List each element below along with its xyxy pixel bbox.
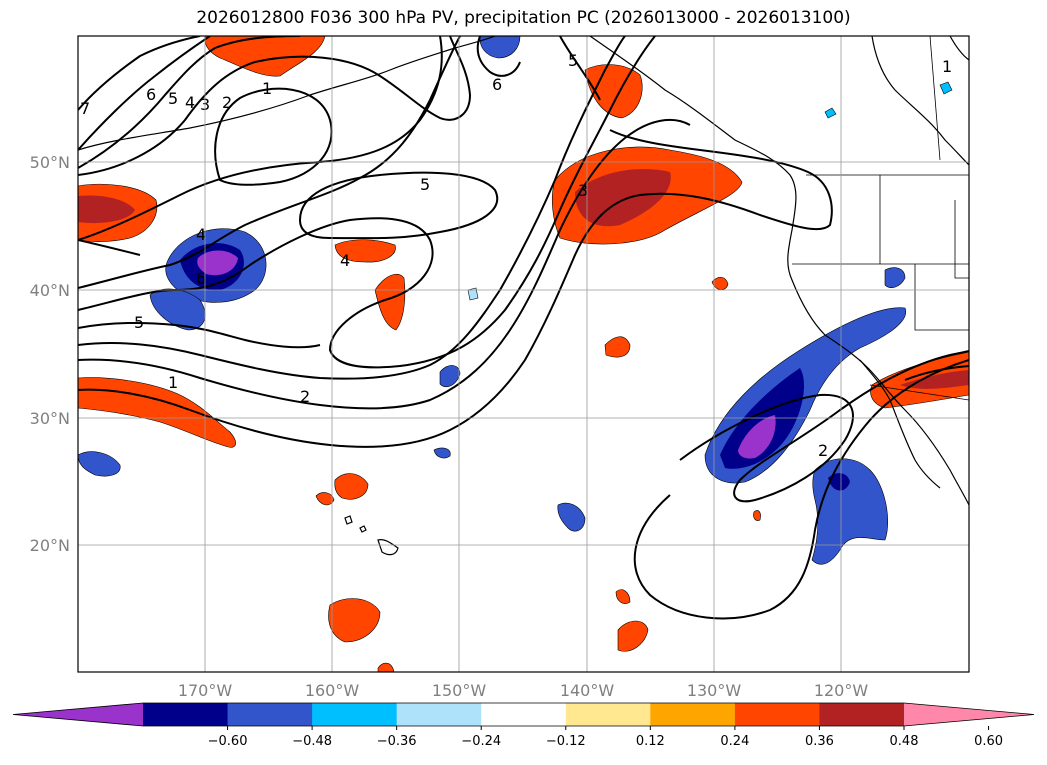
colorbar-outline bbox=[12, 702, 1035, 727]
colorbar-segment bbox=[143, 703, 229, 726]
colorbar-segment bbox=[312, 703, 398, 726]
colorbar-tick-label: −0.60 bbox=[208, 734, 248, 749]
map-area: 7 6 5 4 3 2 1 6 5 5 4 3 4 6 5 1 2 2 1 bbox=[78, 36, 969, 672]
lat-label: 50°N bbox=[30, 153, 70, 172]
colorbar-tick-label: 0.36 bbox=[805, 734, 834, 749]
pv-contours bbox=[78, 36, 969, 620]
map-frame bbox=[77, 35, 970, 673]
map-title: 2026012800 F036 300 hPa PV, precipitatio… bbox=[196, 8, 851, 28]
contour-label: 4 bbox=[196, 225, 206, 244]
lon-labels: 170°W 160°W 150°W 140°W 130°W 120°W bbox=[178, 681, 869, 700]
lon-label: 130°W bbox=[687, 681, 742, 700]
contour-label: 5 bbox=[568, 51, 578, 70]
lon-label: 120°W bbox=[814, 681, 869, 700]
lat-label: 40°N bbox=[30, 281, 70, 300]
lon-label: 150°W bbox=[432, 681, 487, 700]
colorbar-extend-max bbox=[904, 703, 1034, 726]
colorbar-tick-label: 0.48 bbox=[890, 734, 919, 749]
contour-label: 2 bbox=[818, 441, 828, 460]
lon-label: 140°W bbox=[560, 681, 615, 700]
colorbar bbox=[12, 702, 1035, 727]
colorbar-tick-label: −0.12 bbox=[546, 734, 586, 749]
contour-label: 2 bbox=[300, 387, 310, 406]
colorbar-tick-label: 0.12 bbox=[636, 734, 665, 749]
colorbar-tick-label: 0.60 bbox=[974, 734, 1003, 749]
precip-negative-regions bbox=[78, 36, 953, 565]
colorbar-segment bbox=[396, 703, 482, 726]
colorbar-segment bbox=[734, 703, 820, 726]
colorbar-segment bbox=[227, 703, 313, 726]
contour-label: 7 bbox=[80, 99, 90, 118]
contour-label: 6 bbox=[146, 85, 156, 104]
borders bbox=[792, 36, 969, 401]
colorbar-segment bbox=[819, 703, 905, 726]
colorbar-segment bbox=[565, 703, 651, 726]
contour-label: 2 bbox=[222, 93, 232, 112]
contour-label: 4 bbox=[340, 251, 350, 270]
colorbar-tick-label: −0.48 bbox=[292, 734, 332, 749]
colorbar-segment bbox=[650, 703, 736, 726]
lat-labels: 50°N 40°N 30°N 20°N bbox=[30, 153, 70, 555]
colorbar-tick-label: −0.24 bbox=[461, 734, 501, 749]
colorbar-tick-label: −0.36 bbox=[377, 734, 417, 749]
contour-label: 5 bbox=[420, 175, 430, 194]
colorbar-tick-label: 0.24 bbox=[720, 734, 749, 749]
lon-label: 160°W bbox=[305, 681, 360, 700]
colorbar-segment bbox=[481, 703, 567, 726]
contour-label: 5 bbox=[134, 313, 144, 332]
lon-label: 170°W bbox=[178, 681, 233, 700]
contour-label: 4 bbox=[185, 93, 195, 112]
contour-label: 1 bbox=[168, 373, 178, 392]
colorbar-extend-min bbox=[13, 703, 143, 726]
contour-labels: 7 6 5 4 3 2 1 6 5 5 4 3 4 6 5 1 2 2 1 bbox=[80, 51, 952, 460]
lat-label: 20°N bbox=[30, 536, 70, 555]
lat-label: 30°N bbox=[30, 409, 70, 428]
contour-label: 6 bbox=[196, 269, 206, 288]
contour-label: 3 bbox=[578, 181, 588, 200]
contour-label: 1 bbox=[942, 57, 952, 76]
contour-label: 1 bbox=[262, 79, 272, 98]
contour-label: 6 bbox=[492, 75, 502, 94]
graticule bbox=[78, 36, 969, 672]
contour-label: 5 bbox=[168, 89, 178, 108]
colorbar-ticks: −0.60 −0.48 −0.36 −0.24 −0.12 0.12 0.24 0.36 0.4… bbox=[208, 726, 1003, 749]
precip-positive-regions bbox=[78, 36, 969, 672]
